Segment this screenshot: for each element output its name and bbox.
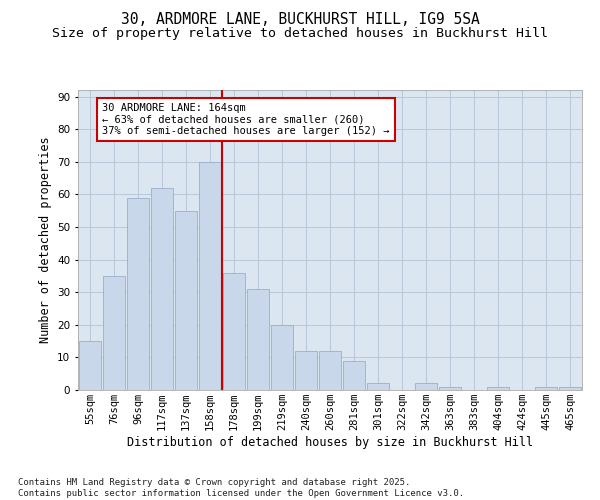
Text: 30 ARDMORE LANE: 164sqm
← 63% of detached houses are smaller (260)
37% of semi-d: 30 ARDMORE LANE: 164sqm ← 63% of detache… xyxy=(102,103,389,136)
Bar xyxy=(415,384,437,390)
Bar xyxy=(127,198,149,390)
Text: Contains HM Land Registry data © Crown copyright and database right 2025.
Contai: Contains HM Land Registry data © Crown c… xyxy=(18,478,464,498)
Bar xyxy=(223,272,245,390)
Bar xyxy=(103,276,125,390)
Bar xyxy=(175,210,197,390)
Bar xyxy=(559,386,581,390)
Bar xyxy=(319,351,341,390)
Bar xyxy=(79,341,101,390)
Bar xyxy=(247,289,269,390)
Text: 30, ARDMORE LANE, BUCKHURST HILL, IG9 5SA: 30, ARDMORE LANE, BUCKHURST HILL, IG9 5S… xyxy=(121,12,479,28)
Bar xyxy=(151,188,173,390)
Bar xyxy=(343,360,365,390)
Bar xyxy=(295,351,317,390)
Y-axis label: Number of detached properties: Number of detached properties xyxy=(38,136,52,344)
X-axis label: Distribution of detached houses by size in Buckhurst Hill: Distribution of detached houses by size … xyxy=(127,436,533,449)
Text: Size of property relative to detached houses in Buckhurst Hill: Size of property relative to detached ho… xyxy=(52,28,548,40)
Bar xyxy=(367,384,389,390)
Bar xyxy=(535,386,557,390)
Bar xyxy=(271,325,293,390)
Bar xyxy=(199,162,221,390)
Bar xyxy=(439,386,461,390)
Bar xyxy=(487,386,509,390)
